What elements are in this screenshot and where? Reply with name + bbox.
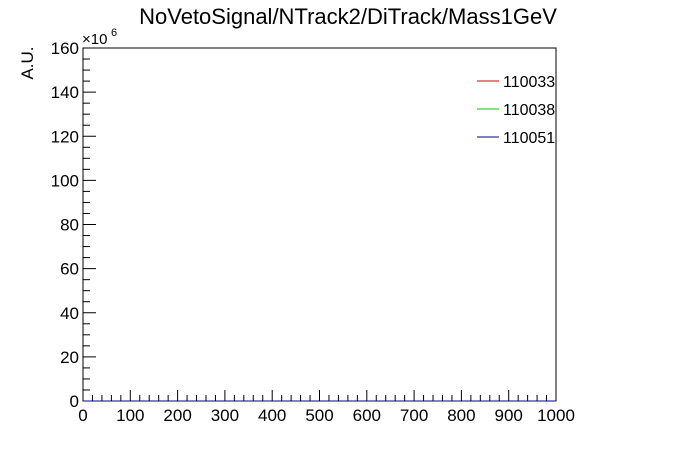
- y-tick-label: 60: [60, 260, 79, 279]
- y-tick-label: 100: [51, 171, 79, 190]
- x-tick-label: 300: [211, 406, 239, 425]
- x-tick-label: 600: [353, 406, 381, 425]
- legend: 110033 110038 110051: [477, 74, 555, 147]
- x-tick-label: 500: [305, 406, 333, 425]
- y-multiplier: ×10 6: [82, 27, 117, 48]
- y-multiplier-exponent: 6: [111, 27, 117, 39]
- x-axis-ticks: 0 100 200 300 400 500 600 700 800 900 1000: [78, 390, 575, 425]
- x-tick-label: 100: [116, 406, 144, 425]
- legend-label: 110033: [503, 74, 555, 91]
- y-tick-label: 0: [70, 392, 79, 411]
- x-tick-label: 700: [400, 406, 428, 425]
- x-tick-label: 400: [258, 406, 286, 425]
- y-tick-label: 160: [51, 39, 79, 58]
- x-tick-label: 800: [447, 406, 475, 425]
- y-tick-label: 40: [60, 304, 79, 323]
- y-tick-label: 140: [51, 83, 79, 102]
- y-axis-ticks: 0 20 40 60 80 100 120 140 160: [51, 39, 96, 411]
- x-tick-label: 0: [78, 406, 87, 425]
- y-tick-label: 120: [51, 127, 79, 146]
- x-tick-label: 1000: [537, 406, 575, 425]
- x-tick-label: 900: [495, 406, 523, 425]
- y-axis-label: A.U.: [18, 46, 37, 79]
- legend-label: 110038: [503, 102, 555, 119]
- plot-frame: [82, 47, 557, 402]
- y-multiplier-base: ×10: [82, 31, 107, 48]
- y-tick-label: 80: [60, 216, 79, 235]
- y-tick-label: 20: [60, 348, 79, 367]
- chart-title: NoVetoSignal/NTrack2/DiTrack/Mass1GeV: [139, 4, 557, 29]
- x-tick-label: 200: [163, 406, 191, 425]
- legend-label: 110051: [503, 130, 555, 147]
